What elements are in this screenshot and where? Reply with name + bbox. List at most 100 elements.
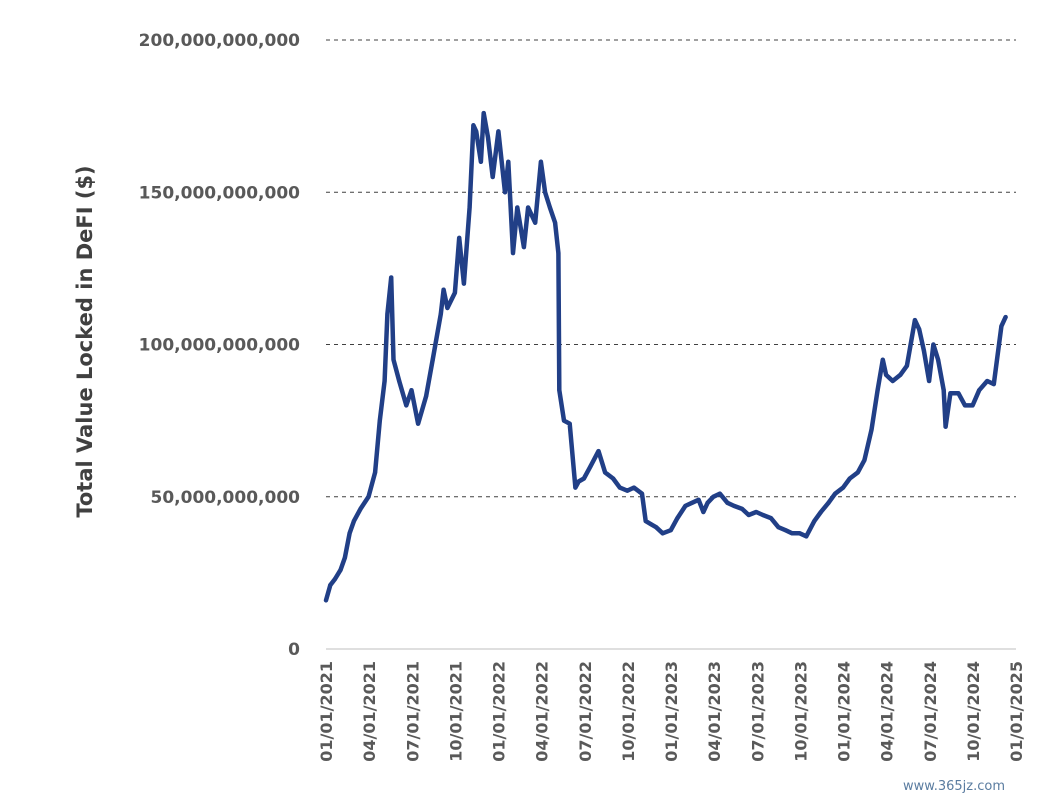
data-point [625, 488, 630, 493]
data-point [445, 305, 450, 310]
data-point [898, 372, 903, 377]
y-tick-label: 50,000,000,000 [151, 488, 301, 508]
data-point [768, 516, 773, 521]
data-point [515, 205, 520, 210]
x-tick-label: 01/01/2024 [835, 661, 854, 762]
data-point [631, 485, 636, 490]
data-point [556, 251, 561, 256]
data-point [328, 583, 333, 588]
data-point [366, 494, 371, 499]
data-point [783, 528, 788, 533]
data-point [471, 123, 476, 128]
data-point [690, 500, 695, 505]
x-tick-label: 10/01/2021 [446, 661, 465, 762]
data-point [416, 421, 421, 426]
y-tick-label: 150,000,000,000 [139, 183, 300, 203]
x-tick-label: 04/01/2021 [360, 661, 379, 762]
data-point [648, 522, 653, 527]
data-point [683, 503, 688, 508]
data-point [389, 275, 394, 280]
x-tick-label: 07/01/2021 [403, 661, 422, 762]
data-point [457, 235, 462, 240]
data-point [1003, 315, 1008, 320]
data-point [696, 497, 701, 502]
data-point [506, 159, 511, 164]
data-point [826, 500, 831, 505]
data-point [754, 509, 759, 514]
data-point [991, 382, 996, 387]
x-tick-label: 01/01/2021 [317, 661, 336, 762]
data-point [467, 205, 472, 210]
data-point [643, 519, 648, 524]
data-point [481, 111, 486, 116]
data-point [562, 418, 567, 423]
data-point [927, 379, 932, 384]
data-point [588, 464, 593, 469]
data-point [358, 506, 363, 511]
data-point [351, 519, 356, 524]
data-point [324, 598, 328, 603]
data-point [430, 357, 435, 362]
data-point [869, 427, 874, 432]
x-tick-label: 07/01/2024 [921, 661, 940, 762]
x-tick-label: 10/01/2022 [619, 661, 638, 762]
y-tick-labels: 0 50,000,000,000 100,000,000,000 150,000,00… [139, 31, 300, 660]
data-point [385, 312, 390, 317]
x-tick-label: 01/01/2025 [1007, 661, 1026, 762]
data-point [603, 470, 608, 475]
data-point [654, 525, 659, 530]
data-point [409, 388, 414, 393]
y-tick-label: 100,000,000,000 [139, 336, 300, 356]
data-points [324, 111, 1008, 603]
data-point [740, 506, 745, 511]
data-point [956, 391, 961, 396]
data-point [382, 379, 387, 384]
data-point [526, 205, 531, 210]
data-point [985, 379, 990, 384]
x-tick-label: 07/01/2022 [576, 661, 595, 762]
data-point [804, 534, 809, 539]
data-point [705, 500, 710, 505]
data-point [675, 516, 680, 521]
data-point [404, 403, 409, 408]
x-tick-labels: 01/01/2021 04/01/2021 07/01/2021 10/01/2021… [317, 661, 1026, 762]
data-point [890, 379, 895, 384]
data-point [596, 449, 601, 454]
data-point [776, 525, 781, 530]
data-point [441, 287, 446, 292]
data-point [521, 245, 526, 250]
data-point [931, 342, 936, 347]
data-point [397, 379, 402, 384]
data-point [461, 281, 466, 286]
data-point [725, 500, 730, 505]
data-point [921, 348, 926, 353]
x-tick-label: 10/01/2024 [964, 661, 983, 762]
data-point [904, 363, 909, 368]
data-point [812, 519, 817, 524]
data-point [962, 403, 967, 408]
data-point [581, 476, 586, 481]
data-point [474, 129, 479, 134]
data-point [790, 531, 795, 536]
data-point [490, 175, 495, 180]
data-point [884, 372, 889, 377]
x-tick-label: 01/01/2023 [662, 661, 681, 762]
data-point [701, 509, 706, 514]
watermark-text: www.365jz.com [903, 779, 1005, 794]
grid-lines [326, 39, 1016, 498]
data-point [862, 458, 867, 463]
data-point [611, 476, 616, 481]
data-point [746, 513, 751, 518]
data-point [941, 388, 946, 393]
data-point [553, 220, 558, 225]
x-tick-label: 04/01/2023 [705, 661, 724, 762]
data-point [617, 485, 622, 490]
data-point [717, 491, 722, 496]
data-point [760, 513, 765, 518]
data-point [841, 485, 846, 490]
data-point [485, 135, 490, 140]
x-tick-label: 10/01/2023 [791, 661, 810, 762]
x-tick-label: 04/01/2022 [533, 661, 552, 762]
data-point [936, 357, 941, 362]
data-point [373, 470, 378, 475]
